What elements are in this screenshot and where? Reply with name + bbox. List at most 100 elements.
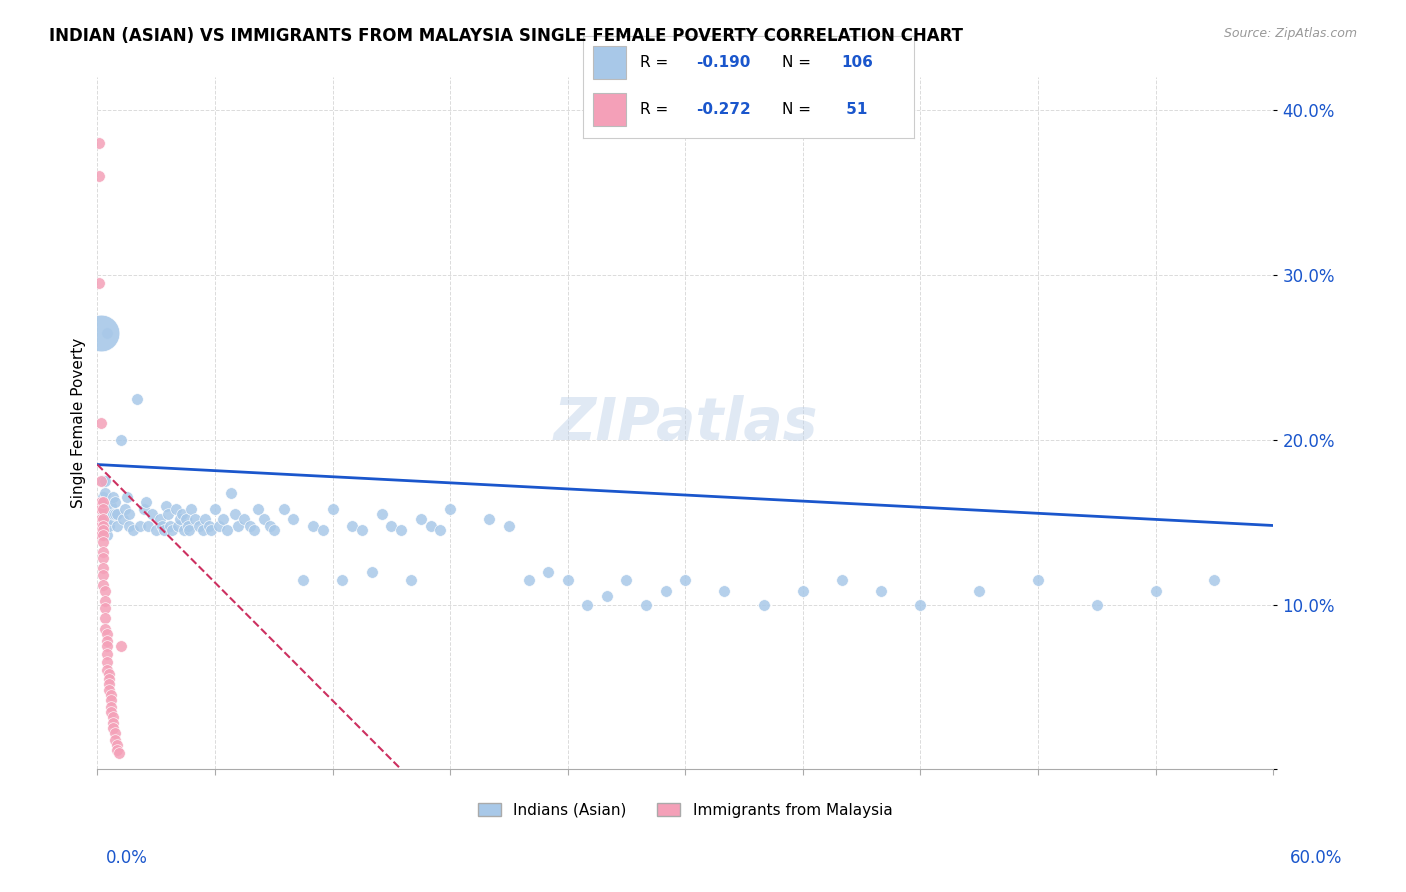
Point (91, 491, 114, 505)
Point (91, 528, 114, 542)
Y-axis label: Single Female Poverty: Single Female Poverty (72, 338, 86, 508)
Point (91, 499, 114, 513)
Text: ZIPatlas: ZIPatlas (553, 395, 817, 452)
Point (156, 507, 179, 521)
Point (1026, 573, 1049, 587)
Point (159, 518, 181, 533)
Point (616, 573, 638, 587)
Point (145, 524, 167, 538)
Point (1085, 598, 1108, 612)
Point (108, 746, 131, 760)
Point (149, 512, 172, 526)
Point (380, 518, 402, 533)
Point (90, 495, 112, 509)
Point (253, 512, 276, 526)
Point (98, 672, 121, 686)
Point (125, 392, 148, 406)
Point (118, 507, 141, 521)
Point (194, 512, 217, 526)
Point (98, 507, 121, 521)
Text: N =: N = (782, 54, 815, 70)
Point (169, 512, 191, 526)
Point (204, 502, 226, 516)
Point (91, 551, 114, 566)
Point (100, 699, 122, 714)
Point (91, 512, 114, 526)
FancyBboxPatch shape (593, 46, 627, 78)
Point (752, 598, 775, 612)
Point (273, 502, 295, 516)
Point (831, 573, 853, 587)
Point (91, 502, 114, 516)
Point (910, 598, 932, 612)
Point (91, 495, 114, 509)
Legend: Indians (Asian), Immigrants from Malaysia: Indians (Asian), Immigrants from Malaysi… (472, 797, 898, 824)
Point (419, 518, 441, 533)
Point (302, 518, 325, 533)
Point (180, 502, 202, 516)
Point (870, 584, 893, 599)
Point (101, 507, 124, 521)
Point (100, 688, 122, 702)
Point (636, 598, 658, 612)
Point (498, 518, 520, 533)
Point (155, 499, 177, 513)
Point (259, 518, 281, 533)
Point (98, 676, 121, 690)
Text: 106: 106 (841, 54, 873, 70)
Point (557, 573, 579, 587)
Point (224, 507, 246, 521)
Text: N =: N = (782, 102, 815, 117)
Point (200, 524, 222, 538)
Point (537, 565, 560, 579)
Point (90, 518, 112, 533)
Point (101, 716, 124, 731)
Point (208, 518, 231, 533)
Point (141, 507, 163, 521)
Point (173, 524, 195, 538)
Point (101, 709, 124, 723)
Point (96, 633, 118, 648)
Point (98, 518, 121, 533)
Point (360, 565, 382, 579)
Point (105, 507, 128, 521)
Point (96, 627, 118, 641)
Point (389, 524, 412, 538)
Point (165, 502, 187, 516)
Point (91, 518, 114, 533)
Point (114, 502, 136, 516)
Point (330, 573, 353, 587)
Text: R =: R = (640, 54, 673, 70)
Point (90, 512, 112, 526)
Text: 0.0%: 0.0% (105, 849, 148, 867)
Point (350, 524, 373, 538)
Text: -0.272: -0.272 (696, 102, 751, 117)
Point (104, 495, 127, 509)
Point (104, 507, 127, 521)
Point (136, 518, 159, 533)
Point (150, 518, 173, 533)
Point (91, 561, 114, 575)
Point (247, 502, 270, 516)
Point (91, 524, 114, 538)
Point (100, 705, 122, 719)
Point (94, 474, 117, 488)
Point (94, 600, 117, 615)
Point (673, 573, 696, 587)
Text: 51: 51 (841, 102, 868, 117)
Point (166, 518, 188, 533)
Point (478, 512, 501, 526)
Point (211, 512, 233, 526)
Point (184, 512, 207, 526)
Point (101, 491, 124, 505)
Point (94, 524, 117, 538)
Point (370, 507, 392, 521)
Point (91, 535, 114, 549)
Point (89, 136, 111, 151)
Point (90, 528, 112, 542)
Point (967, 584, 990, 599)
Text: -0.190: -0.190 (696, 54, 751, 70)
Point (193, 524, 215, 538)
Point (654, 584, 676, 599)
Point (239, 518, 262, 533)
